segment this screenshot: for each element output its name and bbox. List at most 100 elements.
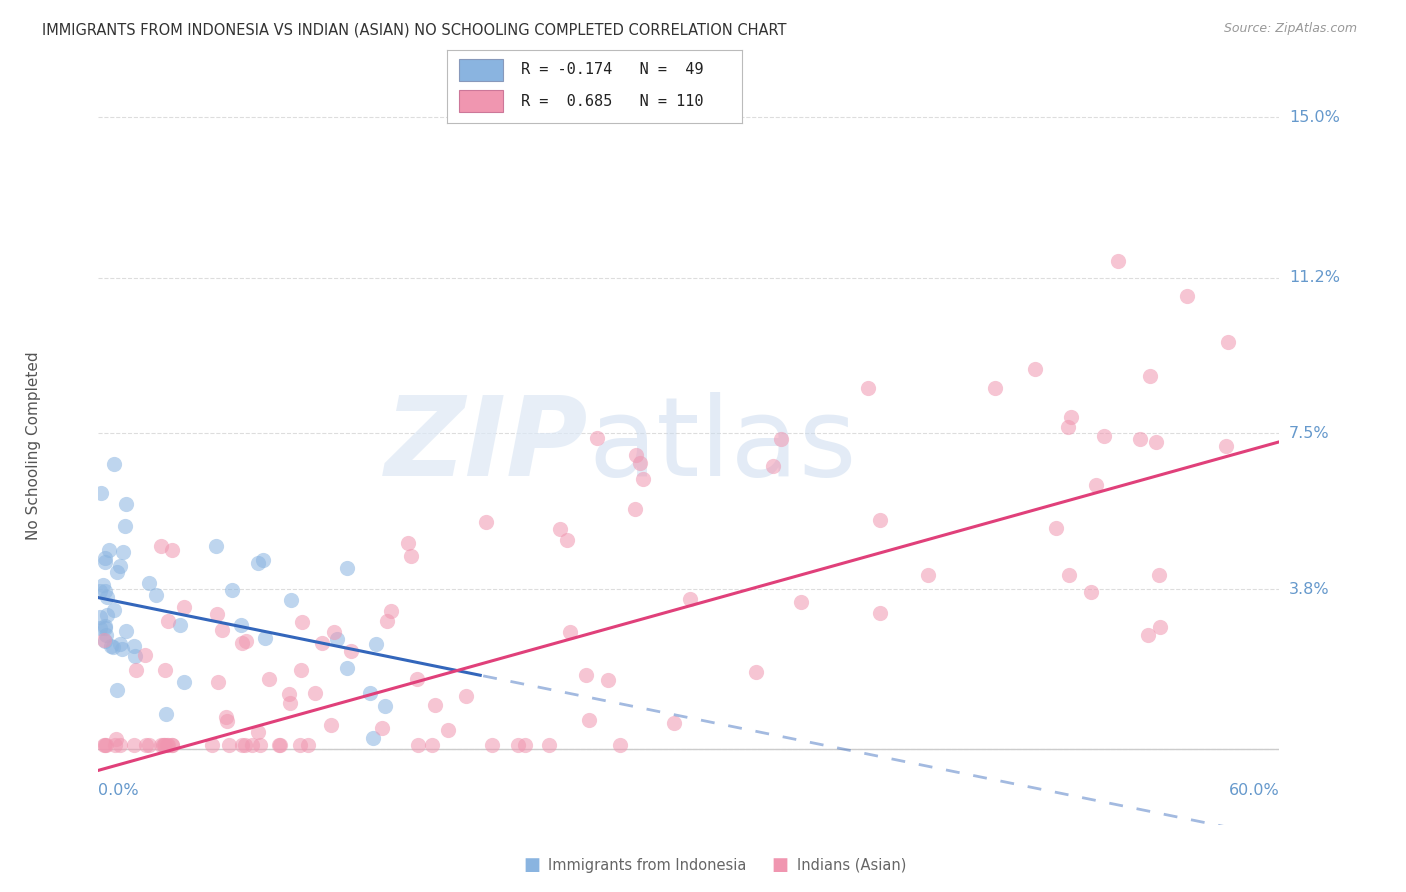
Point: [1080, 585, 1102, 599]
Point: [374, 698, 396, 713]
Point: [104, 732, 127, 747]
Point: [205, 607, 228, 622]
Point: [215, 710, 238, 724]
Point: [1149, 619, 1171, 633]
Point: [173, 600, 195, 615]
Point: [205, 539, 228, 553]
Text: Indians (Asian): Indians (Asian): [797, 858, 907, 872]
Text: ZIP: ZIP: [385, 392, 589, 500]
Point: [246, 725, 269, 739]
Point: [745, 665, 768, 679]
Point: [662, 715, 685, 730]
Point: [267, 738, 290, 752]
Point: [252, 553, 274, 567]
Point: [135, 738, 157, 752]
Point: [96, 607, 118, 622]
Point: [375, 614, 398, 628]
Point: [288, 738, 311, 752]
Point: [155, 663, 177, 677]
Point: [475, 515, 498, 529]
Point: [1149, 567, 1171, 582]
Point: [280, 696, 302, 710]
Point: [322, 625, 344, 640]
Point: [108, 559, 131, 574]
Point: [548, 522, 571, 536]
Point: [254, 631, 277, 645]
Point: [609, 738, 631, 752]
Point: [103, 457, 125, 471]
Point: [155, 707, 177, 722]
Point: [291, 615, 314, 629]
Point: [152, 738, 174, 752]
Point: [247, 556, 270, 570]
Point: [575, 667, 598, 681]
Point: [104, 738, 127, 752]
Point: [240, 738, 263, 752]
Point: [91, 578, 114, 592]
Text: ■: ■: [523, 856, 540, 874]
Point: [235, 633, 257, 648]
Point: [124, 640, 146, 654]
Point: [125, 663, 148, 677]
Point: [162, 738, 184, 752]
Point: [481, 738, 503, 752]
Text: 0.0%: 0.0%: [98, 782, 139, 797]
Point: [138, 575, 160, 590]
Point: [94, 628, 117, 642]
Point: [366, 636, 388, 650]
Point: [336, 661, 359, 675]
Point: [96, 590, 118, 604]
Point: [105, 565, 128, 579]
Point: [628, 456, 651, 470]
Point: [586, 431, 609, 445]
Point: [145, 588, 167, 602]
Point: [335, 561, 357, 575]
Text: R =  0.685   N = 110: R = 0.685 N = 110: [520, 94, 703, 109]
Point: [138, 738, 160, 752]
Point: [89, 583, 111, 598]
Point: [94, 551, 117, 566]
Point: [869, 513, 891, 527]
Point: [90, 486, 112, 500]
Point: [89, 610, 111, 624]
Point: [173, 674, 195, 689]
Point: [249, 738, 271, 752]
Point: [103, 640, 125, 655]
Point: [111, 642, 134, 657]
Point: [304, 686, 326, 700]
Point: [454, 690, 477, 704]
Bar: [458, 59, 503, 80]
Point: [94, 738, 117, 752]
Text: 60.0%: 60.0%: [1229, 782, 1279, 797]
Point: [1057, 420, 1080, 434]
Point: [578, 713, 600, 727]
Point: [1177, 289, 1199, 303]
Point: [157, 615, 180, 629]
Point: [1107, 254, 1129, 268]
Point: [290, 663, 312, 677]
Point: [218, 738, 240, 752]
Point: [269, 738, 291, 752]
Point: [1024, 362, 1046, 376]
Point: [217, 714, 239, 728]
Point: [156, 738, 179, 752]
Point: [624, 502, 647, 516]
Point: [207, 675, 229, 690]
Text: Source: ZipAtlas.com: Source: ZipAtlas.com: [1223, 22, 1357, 36]
Point: [558, 624, 581, 639]
Text: 11.2%: 11.2%: [1289, 270, 1340, 285]
Text: IMMIGRANTS FROM INDONESIA VS INDIAN (ASIAN) NO SCHOOLING COMPLETED CORRELATION C: IMMIGRANTS FROM INDONESIA VS INDIAN (ASI…: [42, 22, 787, 37]
Text: No Schooling Completed: No Schooling Completed: [25, 351, 41, 541]
Point: [94, 555, 117, 569]
Point: [94, 619, 117, 633]
Point: [89, 621, 111, 635]
Point: [114, 498, 136, 512]
Point: [122, 738, 145, 752]
Point: [790, 595, 813, 609]
Point: [108, 738, 131, 752]
Point: [1136, 628, 1159, 642]
Point: [984, 381, 1007, 395]
Point: [115, 624, 138, 638]
Point: [326, 632, 349, 646]
Point: [422, 738, 444, 752]
